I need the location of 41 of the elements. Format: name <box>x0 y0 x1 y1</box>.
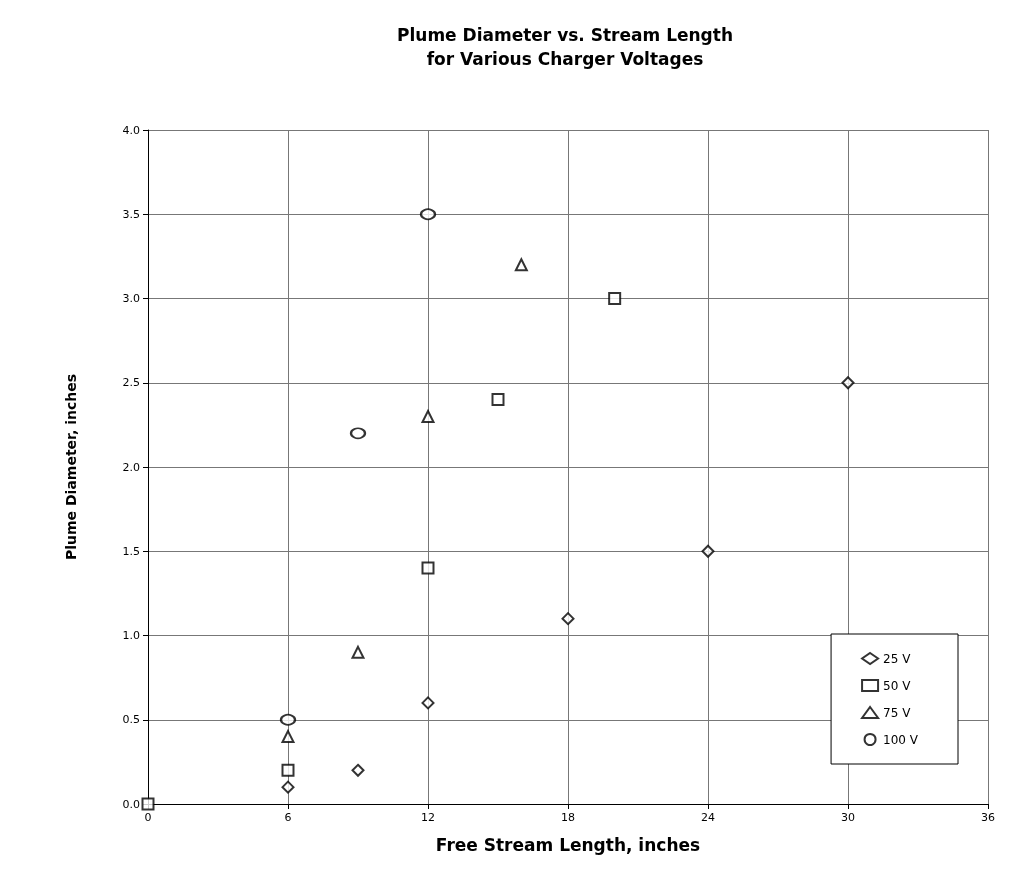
x-tick-label: 0 <box>144 811 152 824</box>
x-tick-label: 30 <box>841 811 855 824</box>
point <box>701 544 715 558</box>
y-tick-label: 3.5 <box>122 207 140 221</box>
point <box>421 409 435 423</box>
y-tick-label: 0.0 <box>122 797 140 811</box>
point <box>281 780 295 794</box>
point <box>491 393 505 407</box>
y-tick-label: 1.5 <box>122 544 140 558</box>
x-tick-label: 6 <box>284 811 292 824</box>
y-axis-title: Plume Diameter, inches <box>63 373 79 561</box>
point <box>561 612 575 626</box>
legend-label: 75 V <box>883 705 912 720</box>
chart-title: Plume Diameter vs. Stream Length for Various Charger Voltages <box>397 25 733 69</box>
x-tick-label: 12 <box>421 811 435 824</box>
y-tick-label: 1.0 <box>122 629 140 642</box>
x-tick-label: 18 <box>561 811 575 824</box>
point <box>281 730 295 744</box>
x-axis-title: Free Stream Length, inches <box>435 834 701 855</box>
point <box>514 258 528 272</box>
y-tick-label: 2.5 <box>122 376 140 390</box>
point <box>280 713 296 726</box>
y-tick-label: 4.0 <box>122 123 140 137</box>
point <box>281 763 295 777</box>
point <box>421 561 435 575</box>
point <box>608 292 622 305</box>
y-tick-label: 3.0 <box>122 292 140 305</box>
point <box>351 763 365 777</box>
legend-label: 50 V <box>883 678 912 693</box>
point <box>141 797 155 811</box>
y-tick-label: 0.5 <box>122 713 140 727</box>
point <box>841 376 855 390</box>
point <box>351 645 365 659</box>
point <box>350 427 366 440</box>
legend-label: 100 V <box>883 732 919 747</box>
x-tick-label: 36 <box>981 811 995 824</box>
point <box>420 208 436 221</box>
legend-label: 25 V <box>883 651 912 666</box>
point <box>421 696 435 710</box>
y-tick-label: 2.0 <box>122 460 140 474</box>
x-tick-label: 24 <box>701 811 715 824</box>
